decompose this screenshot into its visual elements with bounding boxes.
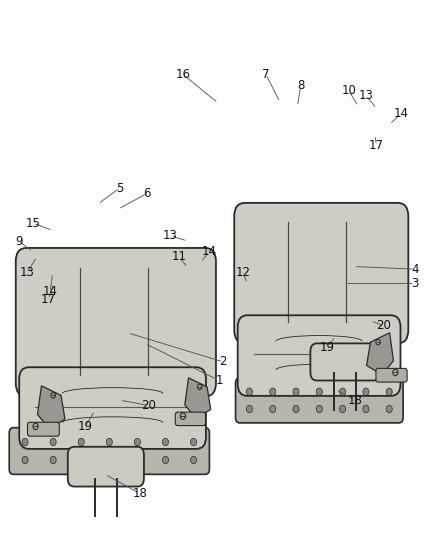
Text: 13: 13 xyxy=(163,229,178,242)
Text: 14: 14 xyxy=(42,286,58,298)
Circle shape xyxy=(22,438,28,446)
Polygon shape xyxy=(38,386,65,429)
Circle shape xyxy=(270,388,276,395)
Circle shape xyxy=(293,388,299,395)
Circle shape xyxy=(363,405,369,413)
Text: 6: 6 xyxy=(143,187,151,200)
FancyBboxPatch shape xyxy=(19,367,206,449)
Circle shape xyxy=(106,456,113,464)
FancyBboxPatch shape xyxy=(16,248,216,397)
Circle shape xyxy=(191,438,197,446)
FancyBboxPatch shape xyxy=(311,343,380,381)
Circle shape xyxy=(339,405,346,413)
FancyBboxPatch shape xyxy=(234,203,408,343)
Circle shape xyxy=(134,456,141,464)
FancyBboxPatch shape xyxy=(28,422,59,436)
Text: 13: 13 xyxy=(359,89,374,102)
Circle shape xyxy=(270,405,276,413)
FancyBboxPatch shape xyxy=(68,447,144,487)
Circle shape xyxy=(78,438,84,446)
Text: 13: 13 xyxy=(19,266,34,279)
Text: 7: 7 xyxy=(262,68,270,81)
Text: 1: 1 xyxy=(215,374,223,387)
Text: 15: 15 xyxy=(25,216,40,230)
Circle shape xyxy=(78,456,84,464)
Text: 17: 17 xyxy=(41,293,56,306)
Text: 2: 2 xyxy=(219,356,227,368)
FancyBboxPatch shape xyxy=(376,368,407,382)
Circle shape xyxy=(22,456,28,464)
Circle shape xyxy=(50,456,56,464)
Text: 14: 14 xyxy=(202,245,217,258)
Circle shape xyxy=(33,423,38,430)
Text: 9: 9 xyxy=(15,235,22,247)
Circle shape xyxy=(162,456,169,464)
Text: 4: 4 xyxy=(411,263,419,276)
Circle shape xyxy=(316,405,322,413)
Text: 12: 12 xyxy=(236,266,251,279)
Circle shape xyxy=(393,369,398,376)
Circle shape xyxy=(50,438,56,446)
Text: 20: 20 xyxy=(376,319,391,333)
Text: 19: 19 xyxy=(319,341,335,353)
FancyBboxPatch shape xyxy=(9,427,209,474)
FancyBboxPatch shape xyxy=(175,412,205,425)
Text: 10: 10 xyxy=(341,84,356,97)
Circle shape xyxy=(363,388,369,395)
Text: 19: 19 xyxy=(78,420,92,433)
Text: 18: 18 xyxy=(347,393,362,407)
Text: 5: 5 xyxy=(116,182,124,195)
Circle shape xyxy=(247,405,252,413)
Circle shape xyxy=(376,340,380,345)
Circle shape xyxy=(386,388,392,395)
Polygon shape xyxy=(367,333,393,375)
Circle shape xyxy=(51,393,55,398)
Circle shape xyxy=(191,456,197,464)
Text: 8: 8 xyxy=(297,79,304,92)
Circle shape xyxy=(293,405,299,413)
Text: 18: 18 xyxy=(132,487,147,500)
FancyBboxPatch shape xyxy=(238,316,400,396)
Circle shape xyxy=(106,438,113,446)
Circle shape xyxy=(162,438,169,446)
Circle shape xyxy=(198,384,202,390)
Text: 17: 17 xyxy=(369,139,384,152)
Polygon shape xyxy=(185,378,211,418)
Circle shape xyxy=(386,405,392,413)
Text: 14: 14 xyxy=(393,107,408,120)
Circle shape xyxy=(339,388,346,395)
Circle shape xyxy=(134,438,141,446)
Circle shape xyxy=(247,388,252,395)
Circle shape xyxy=(316,388,322,395)
Circle shape xyxy=(180,413,186,419)
Text: 20: 20 xyxy=(141,399,156,412)
Text: 16: 16 xyxy=(176,68,191,81)
Text: 11: 11 xyxy=(171,251,187,263)
Text: 3: 3 xyxy=(411,277,419,290)
FancyBboxPatch shape xyxy=(236,378,403,423)
